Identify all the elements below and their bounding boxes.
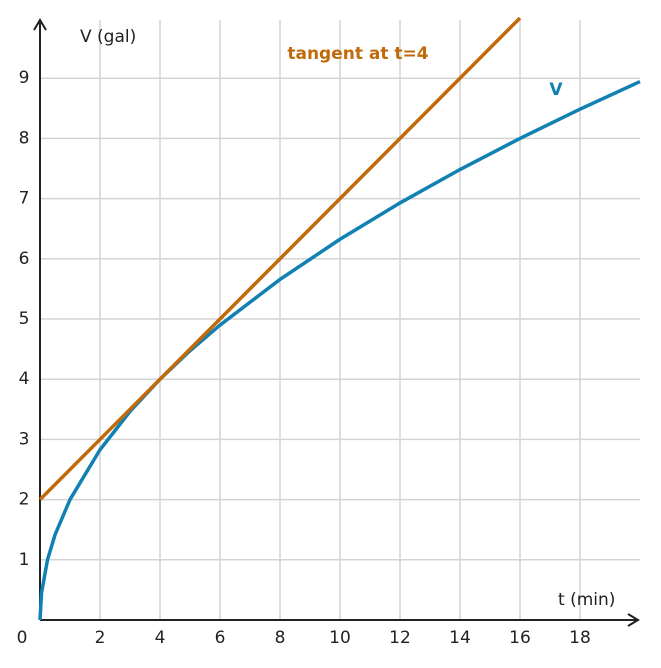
y-tick-label: 9 [19,68,30,88]
x-tick-label: 2 [95,628,106,648]
y-tick-label: 6 [19,249,30,269]
x-tick-label: 10 [329,628,351,648]
y-axis-label: V (gal) [80,27,136,47]
x-tick-label: 12 [389,628,411,648]
y-arrow [33,18,47,31]
line [38,16,522,501]
x-tick-label: 4 [155,628,166,648]
series-label: V [549,80,563,100]
x-tick-label: 6 [215,628,226,648]
y-tick-label: 3 [19,429,30,449]
grid [40,20,640,620]
x-axis-label: t (min) [558,590,615,610]
x-tick-label: 8 [275,628,286,648]
x-tick-label: 0 [17,628,28,648]
y-tick-label: 4 [19,369,30,389]
y-tick-label: 2 [19,490,30,510]
x-tick-label: 14 [449,628,471,648]
y-tick-label: 7 [19,189,30,209]
x-tick-label: 16 [509,628,531,648]
series-label: tangent at t=4 [287,44,428,64]
y-tick-label: 8 [19,128,30,148]
x-arrow [627,613,640,627]
y-tick-label: 5 [19,309,30,329]
x-tick-label: 18 [569,628,591,648]
y-tick-label: 1 [19,550,30,570]
